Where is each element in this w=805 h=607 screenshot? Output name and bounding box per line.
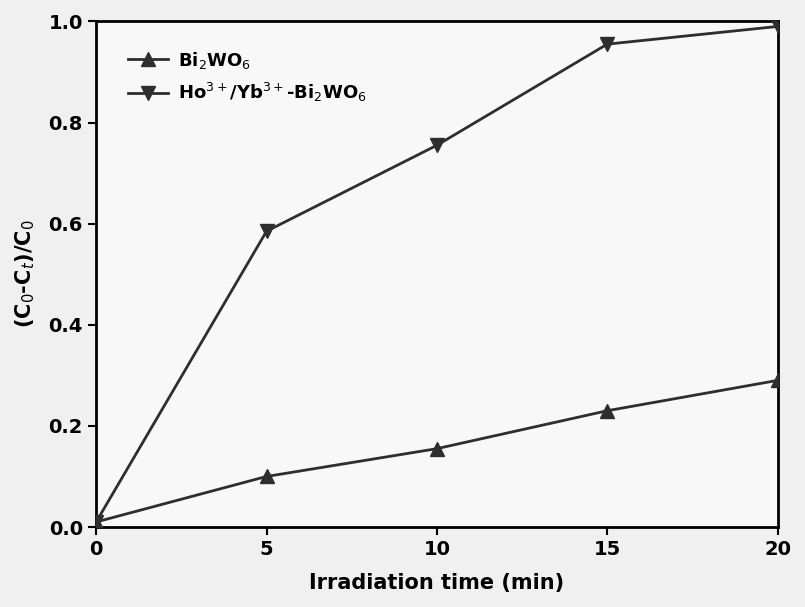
Ho$^{3+}$/Yb$^{3+}$-Bi$_2$WO$_6$ [432,141,442,149]
Bi$_2$WO$_6$ [602,407,612,415]
X-axis label: Irradiation time (min): Irradiation time (min) [309,573,564,593]
Bi$_2$WO$_6$ [91,518,101,526]
Ho$^{3+}$/Yb$^{3+}$-Bi$_2$WO$_6$ [773,23,782,30]
Bi$_2$WO$_6$ [432,445,442,452]
Y-axis label: (C$_0$-C$_t$)/C$_0$: (C$_0$-C$_t$)/C$_0$ [14,220,38,328]
Line: Bi$_2$WO$_6$: Bi$_2$WO$_6$ [89,373,785,529]
Bi$_2$WO$_6$ [262,473,271,480]
Legend: Bi$_2$WO$_6$, Ho$^{3+}$/Yb$^{3+}$-Bi$_2$WO$_6$: Bi$_2$WO$_6$, Ho$^{3+}$/Yb$^{3+}$-Bi$_2$… [119,41,376,114]
Ho$^{3+}$/Yb$^{3+}$-Bi$_2$WO$_6$ [262,228,271,235]
Line: Ho$^{3+}$/Yb$^{3+}$-Bi$_2$WO$_6$: Ho$^{3+}$/Yb$^{3+}$-Bi$_2$WO$_6$ [89,19,785,529]
Ho$^{3+}$/Yb$^{3+}$-Bi$_2$WO$_6$ [91,518,101,526]
Ho$^{3+}$/Yb$^{3+}$-Bi$_2$WO$_6$ [602,41,612,48]
Bi$_2$WO$_6$ [773,377,782,384]
